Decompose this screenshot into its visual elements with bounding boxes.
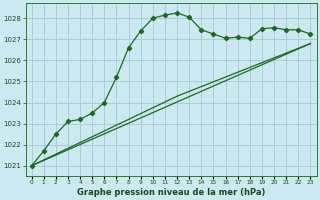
- X-axis label: Graphe pression niveau de la mer (hPa): Graphe pression niveau de la mer (hPa): [77, 188, 265, 197]
